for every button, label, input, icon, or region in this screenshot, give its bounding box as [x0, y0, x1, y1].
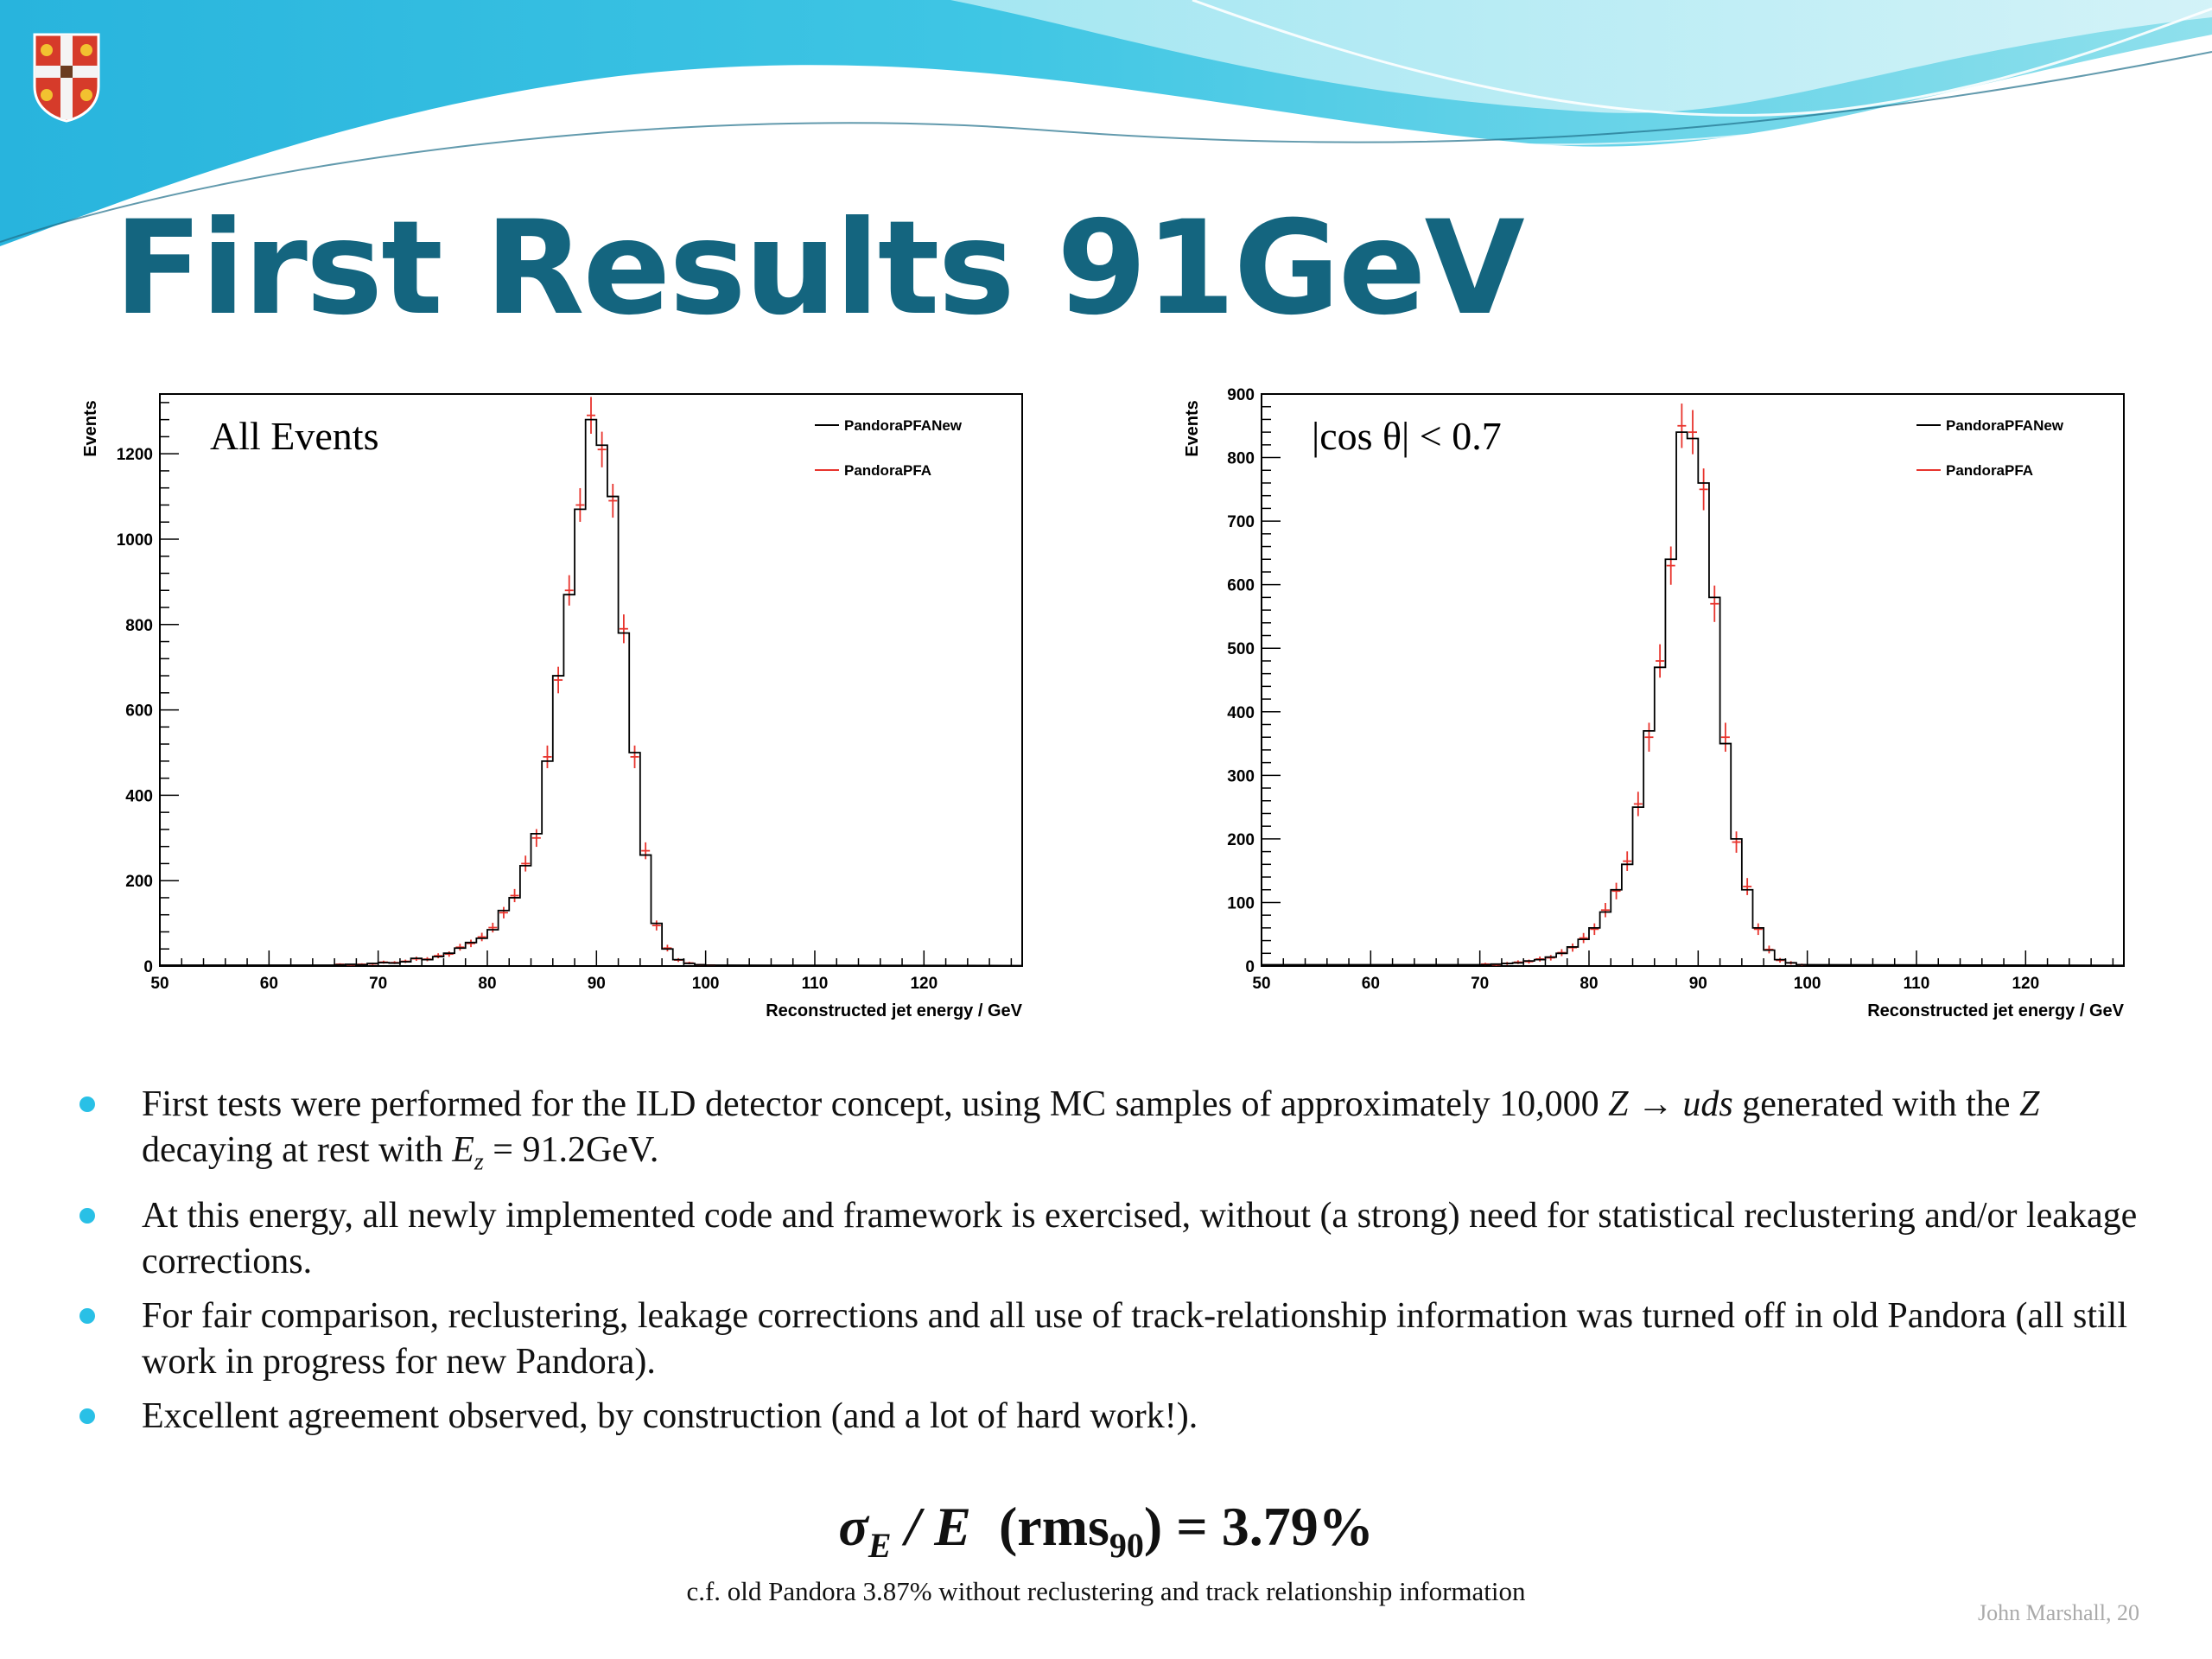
bullet-text: = 91.2GeV. [483, 1130, 659, 1170]
x-tick-label: 100 [1794, 975, 1821, 993]
formula-slash-e: / E [891, 1496, 971, 1557]
chart-annotation: All Events [210, 414, 378, 458]
bullet-text: For fair comparison, reclustering, leaka… [142, 1296, 2128, 1382]
bullet-list: First tests were performed for the ILD d… [76, 1082, 2150, 1448]
formula-result: ) = 3.79% [1143, 1496, 1374, 1557]
y-axis-title: Events [1183, 400, 1202, 457]
x-axis-title: Reconstructed jet energy / GeV [766, 1001, 1022, 1020]
y-tick-label: 700 [1227, 513, 1255, 531]
bullet-text: First tests were performed for the ILD d… [142, 1084, 1609, 1124]
bullet-item: First tests were performed for the ILD d… [76, 1082, 2150, 1185]
header-wave-banner [0, 0, 2212, 246]
y-tick-label: 300 [1227, 767, 1255, 785]
bullet-text: → [1628, 1084, 1683, 1124]
y-tick-label: 800 [1227, 450, 1255, 468]
formula-rms: (rms [998, 1496, 1109, 1557]
x-tick-label: 50 [1252, 975, 1270, 993]
y-tick-label: 1200 [117, 446, 153, 464]
bullet-dot-icon [79, 1408, 95, 1425]
bullet-text: Z [2018, 1084, 2040, 1124]
formula-sigma: σ [838, 1496, 868, 1557]
comparison-note: c.f. old Pandora 3.87% without recluster… [686, 1576, 1526, 1606]
bullet-text: generated with the [1732, 1084, 2019, 1124]
bullet-text: uds [1682, 1084, 1733, 1124]
y-tick-label: 200 [125, 873, 153, 891]
bullet-text: Z [1608, 1084, 1629, 1124]
y-tick-label: 600 [125, 702, 153, 721]
bullet-dot-icon [79, 1208, 95, 1224]
x-tick-label: 70 [369, 975, 387, 993]
bullet-text: At this energy, all newly implemented co… [142, 1196, 2138, 1282]
legend-label: PandoraPFA [844, 462, 931, 479]
resolution-formula: σE / E (rms90) = 3.79% [0, 1495, 2212, 1566]
x-tick-label: 110 [802, 975, 829, 993]
y-tick-label: 100 [1227, 894, 1255, 912]
slide-footer: John Marshall, 20 [1977, 1600, 2139, 1625]
slide-title: First Results 91GeV [114, 194, 1525, 344]
y-axis-title: Events [81, 400, 100, 457]
y-tick-label: 1000 [117, 531, 153, 550]
bullet-item: Excellent agreement observed, by constru… [76, 1394, 2150, 1440]
x-tick-label: 70 [1471, 975, 1489, 993]
legend-label: PandoraPFANew [1946, 417, 2064, 434]
x-axis-title: Reconstructed jet energy / GeV [1867, 1001, 2124, 1020]
x-tick-label: 50 [150, 975, 168, 993]
bullet-item: For fair comparison, reclustering, leaka… [76, 1294, 2150, 1385]
y-tick-label: 900 [1227, 386, 1255, 404]
series-PandoraPFANew [1262, 431, 2125, 967]
histogram-all-events: 50 60 70 80 90 100 110 120020040060080010001200… [81, 393, 1023, 1020]
x-tick-label: 100 [692, 975, 720, 993]
bullet-item: At this energy, all newly implemented co… [76, 1193, 2150, 1285]
histogram-cos-theta: 50 60 70 80 90 100 110 120 0 100 200 300 400 500 600 70… [1183, 386, 2125, 1020]
bullet-text: z [474, 1148, 484, 1176]
x-tick-label: 120 [910, 975, 938, 993]
bullet-dot-icon [79, 1308, 95, 1325]
x-tick-label: 60 [260, 975, 278, 993]
x-tick-label: 110 [1904, 975, 1930, 993]
plot-frame [1261, 393, 2125, 967]
formula-sigma-sub: E [868, 1525, 892, 1565]
y-tick-label: 500 [1227, 640, 1255, 658]
legend-label: PandoraPFANew [844, 417, 963, 434]
university-crest-icon [33, 33, 100, 123]
bullet-text: Excellent agreement observed, by constru… [142, 1396, 1198, 1437]
formula-rms-sub: 90 [1109, 1525, 1144, 1565]
histogram-line [160, 418, 1023, 967]
histogram-line [1262, 431, 2125, 967]
y-tick-label: 200 [1227, 831, 1255, 849]
y-tick-label: 0 [1245, 958, 1255, 976]
series-PandoraPFANew [160, 418, 1023, 967]
x-tick-label: 90 [1689, 975, 1707, 993]
bullet-text: decaying at rest with [142, 1130, 453, 1170]
plot-frame [159, 393, 1023, 967]
legend-label: PandoraPFA [1946, 462, 2033, 479]
bullet-dot-icon [79, 1096, 95, 1112]
x-tick-label: 120 [2012, 975, 2039, 993]
x-tick-label: 80 [478, 975, 496, 993]
y-tick-label: 400 [1227, 704, 1255, 722]
y-tick-label: 0 [143, 958, 153, 976]
x-tick-label: 80 [1580, 975, 1598, 993]
chart-annotation: |cos θ| < 0.7 [1312, 414, 1502, 458]
y-tick-label: 800 [125, 617, 153, 635]
y-tick-label: 600 [1227, 577, 1255, 595]
x-tick-label: 60 [1362, 975, 1380, 993]
y-tick-label: 400 [125, 787, 153, 805]
x-tick-label: 90 [588, 975, 606, 993]
bullet-text: E [452, 1130, 474, 1170]
